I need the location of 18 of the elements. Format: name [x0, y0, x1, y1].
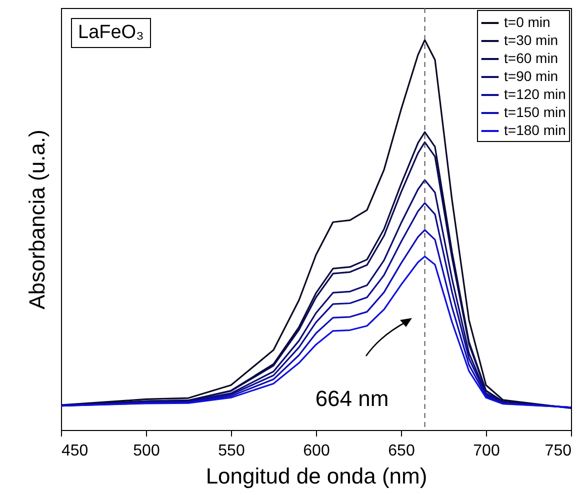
legend-label: t=30 min: [504, 32, 558, 48]
legend-label: t=180 min: [504, 122, 566, 138]
legend-label: t=120 min: [504, 86, 566, 102]
x-tick-label: 450: [62, 442, 88, 460]
legend-label: t=0 min: [504, 14, 550, 30]
chart-title: LaFeO₃: [71, 18, 151, 48]
x-tick-label: 650: [388, 442, 415, 460]
x-tick-label: 750: [544, 442, 572, 460]
x-tick-label: 600: [303, 442, 330, 460]
y-axis-title: Absorbancia (u.a.): [24, 130, 50, 310]
x-tick-label: 500: [133, 442, 160, 460]
annotation: 664 nm: [315, 386, 389, 411]
legend-label: t=90 min: [504, 68, 558, 84]
legend-label: t=60 min: [504, 50, 558, 66]
x-axis-title: Longitud de onda (nm): [206, 464, 428, 488]
x-tick-label: 550: [218, 442, 245, 460]
x-tick-label: 700: [473, 442, 500, 460]
legend-label: t=150 min: [504, 104, 566, 120]
